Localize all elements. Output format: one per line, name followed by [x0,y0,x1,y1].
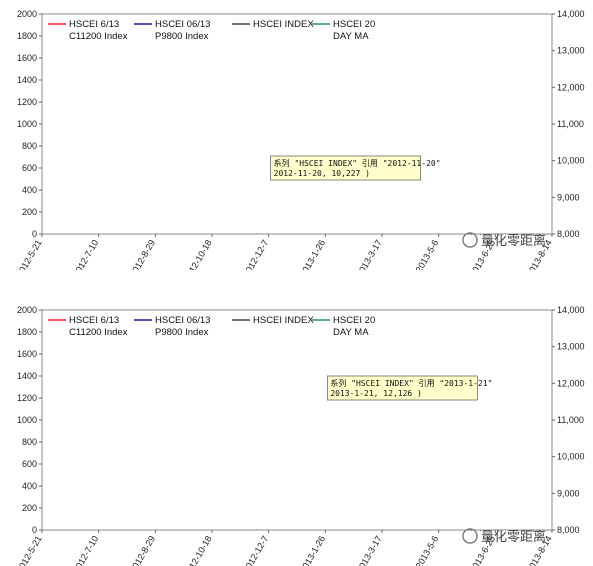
y-tick-right: 13,000 [557,342,585,352]
y-tick-left: 0 [32,229,37,239]
legend-label: HSCEI 6/13 [69,19,119,30]
y-tick-left: 0 [32,525,37,535]
y-tick-left: 1000 [17,119,37,129]
y-tick-left: 1600 [17,53,37,63]
x-tick-label: 2012-7-10 [71,534,100,566]
annotation-line1: 系列 "HSCEI INDEX" 引用 "2012-11-20" [274,158,441,168]
legend-label: HSCEI 20 [333,19,375,30]
y-tick-left: 800 [22,437,37,447]
legend-label: HSCEI 06/13 [155,315,210,326]
annotation-top: 系列 "HSCEI INDEX" 引用 "2012-11-20" 2012-11… [270,155,441,181]
legend-label-line2: C11200 Index [69,327,128,338]
y-tick-left: 2000 [17,305,37,315]
watermark-top: 量化零距离 [462,232,546,249]
axes-top: 0 200 400 600 800 1000 1200 1400 1600 1800 2000 8,0… [15,9,585,270]
x-tick-label: 2013-3-17 [355,534,384,566]
legend-label: HSCEI 6/13 [69,315,119,326]
x-tick-label: 2012-12-7 [241,238,270,270]
x-tick-label: 2012-8-29 [128,534,157,566]
legend-label: HSCEI INDEX [253,19,314,30]
legend-label: HSCEI 20 [333,315,375,326]
y-tick-right: 12,000 [557,82,585,92]
annotation-line2: 2012-11-20, 10,227 ) [274,169,370,178]
y-tick-right: 9,000 [557,192,580,202]
y-tick-left: 1800 [17,327,37,337]
annotation-box [326,375,478,401]
plot-frame [41,309,553,531]
y-tick-left: 400 [22,481,37,491]
y-tick-right: 12,000 [557,378,585,388]
axes-bottom: 0 200 400 600 800 1000 1200 1400 1600 1800 2000 8,0… [15,305,585,566]
x-tick-label: 2012-5-21 [15,238,44,270]
y-tick-right: 11,000 [557,119,584,129]
y-tick-left: 1400 [17,371,37,381]
legend-label-line2: C11200 Index [69,31,128,42]
x-tick-label: 2013-1-26 [298,238,327,270]
chart-bottom: 0 200 400 600 800 1000 1200 1400 1600 1800 2000 8,0… [15,305,585,566]
x-tick-label: 2013-3-17 [355,238,384,270]
y-tick-right: 8,000 [557,229,580,239]
y-tick-right: 13,000 [557,46,585,56]
x-tick-label: 2012-12-7 [241,534,270,566]
y-tick-left: 1000 [17,415,37,425]
y-tick-left: 1400 [17,75,37,85]
legend-label-line2: P9800 Index [155,327,209,338]
y-tick-right: 14,000 [557,305,585,315]
y-tick-left: 200 [22,503,37,513]
legend-label: HSCEI INDEX [253,315,314,326]
y-tick-left: 400 [22,185,37,195]
y-tick-left: 2000 [17,9,37,19]
annotation-line1: 系列 "HSCEI INDEX" 引用 "2013-1-21" [330,378,492,388]
annotation-box [270,155,422,181]
legend-label-line2: DAY MA [333,327,369,338]
y-tick-left: 1600 [17,349,37,359]
legend-label-line2: P9800 Index [155,31,209,42]
wechat-icon [462,232,478,248]
y-tick-right: 14,000 [557,9,585,19]
watermark-text: 量化零距离 [481,529,546,545]
x-tick-label: 2012-5-21 [15,534,44,566]
y-tick-left: 600 [22,163,37,173]
legend-label: HSCEI 06/13 [155,19,210,30]
watermark-bottom: 量化零距离 [462,528,546,545]
y-tick-right: 10,000 [557,452,585,462]
x-tick-label: 2013-5-6 [414,238,441,270]
legend-label-line2: DAY MA [333,31,369,42]
x-tick-label: 2012-8-29 [128,238,157,270]
wechat-icon [462,528,478,544]
y-tick-left: 600 [22,459,37,469]
x-tick-label: 2013-5-6 [414,534,441,566]
watermark-text: 量化零距离 [481,233,546,249]
y-tick-left: 1200 [17,393,37,403]
y-tick-right: 9,000 [557,488,580,498]
y-tick-right: 11,000 [557,415,584,425]
x-tick-label: 2013-1-26 [298,534,327,566]
chart-top: 0 200 400 600 800 1000 1200 1400 1600 1800 2000 8,0… [15,9,585,270]
y-tick-right: 10,000 [557,156,585,166]
plot-frame [41,13,553,235]
y-tick-left: 1800 [17,31,37,41]
x-tick-label: 2012-10-18 [182,534,214,566]
y-tick-left: 800 [22,141,37,151]
x-tick-label: 2012-7-10 [71,238,100,270]
annotation-line2: 2013-1-21, 12,126 ) [330,389,422,398]
annotation-bottom: 系列 "HSCEI INDEX" 引用 "2013-1-21" 2013-1-2… [326,375,492,401]
y-tick-left: 200 [22,207,37,217]
y-tick-right: 8,000 [557,525,580,535]
x-tick-label: 2012-10-18 [182,238,214,270]
y-tick-left: 1200 [17,97,37,107]
